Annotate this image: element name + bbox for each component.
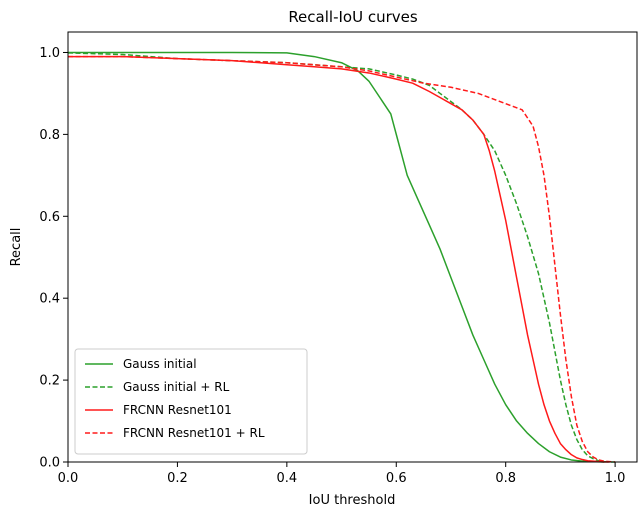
y-tick-label-4: 0.8 <box>39 128 60 143</box>
legend-label-2: FRCNN Resnet101 <box>123 403 232 417</box>
y-tick-label-1: 0.2 <box>39 374 60 389</box>
x-tick-label-3: 0.6 <box>386 471 407 486</box>
y-tick-label-0: 0.0 <box>39 456 60 471</box>
x-axis-label: IoU threshold <box>309 493 396 508</box>
x-tick-label-1: 0.2 <box>167 471 188 486</box>
x-tick-label-5: 1.0 <box>605 471 626 486</box>
y-tick-label-3: 0.6 <box>39 210 60 225</box>
legend-label-0: Gauss initial <box>123 357 197 371</box>
series-line-0 <box>68 51 605 463</box>
series-line-1 <box>67 52 616 463</box>
series-line-2 <box>68 55 610 463</box>
x-tick-label-4: 0.8 <box>495 471 516 486</box>
legend-box <box>74 348 308 455</box>
legend-label-1: Gauss initial + RL <box>123 380 230 394</box>
x-tick-label-2: 0.4 <box>277 471 298 486</box>
chart-title: Recall-IoU curves <box>288 8 418 26</box>
y-tick-label-2: 0.4 <box>39 292 60 307</box>
series-line-3 <box>68 55 616 463</box>
plot-area <box>67 51 616 463</box>
legend-label-3: FRCNN Resnet101 + RL <box>123 426 265 440</box>
plot-frame <box>67 31 638 463</box>
y-tick-label-5: 1.0 <box>39 46 60 61</box>
y-axis-label: Recall <box>9 228 24 267</box>
axis-ticks: 0.0 0.2 0.4 0.6 0.8 1.0 0.0 0.2 0.4 0.6 0.8 1.0 <box>39 46 625 486</box>
legend: Gauss initial Gauss initial + RL FRCNN Res… <box>74 348 308 455</box>
x-tick-label-0: 0.0 <box>58 471 79 486</box>
